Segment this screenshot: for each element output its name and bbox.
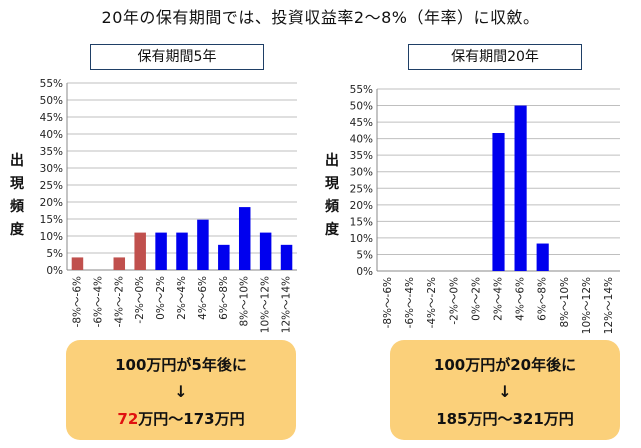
y-axis-label-char: 頻	[10, 199, 24, 215]
range-low-value: 72	[117, 410, 139, 428]
x-tick-label: 6%～8%	[537, 277, 549, 321]
x-tick-label: -8%～-6%	[382, 277, 394, 328]
x-tick-label: 0%～2%	[470, 277, 482, 321]
y-tick-label: 15%	[40, 214, 63, 226]
y-tick-label: 45%	[40, 112, 63, 124]
bar	[259, 232, 272, 270]
x-tick-label: 4%～6%	[515, 277, 527, 321]
y-tick-label: 0%	[356, 266, 373, 278]
bar	[176, 232, 188, 270]
bar	[197, 219, 209, 270]
x-tick-label: 8%～10%	[559, 277, 571, 328]
y-tick-label: 35%	[350, 150, 373, 162]
summary-line-5yr: 100万円が5年後に	[115, 356, 247, 374]
x-tick-label: 12%～14%	[281, 276, 293, 333]
range-rest: 万円～173万円	[138, 410, 245, 428]
y-axis-label-5yr: 出現頻度	[8, 150, 26, 242]
x-tick-label: 6%～8%	[218, 276, 230, 320]
x-tick-label: -6%～-4%	[92, 276, 104, 327]
x-tick-label: -4%～-2%	[113, 276, 125, 327]
y-tick-label: 20%	[350, 200, 373, 212]
summary-box-5yr: 100万円が5年後に ↓ 72万円～173万円	[66, 340, 296, 440]
down-arrow: ↓	[174, 382, 188, 401]
y-tick-label: 15%	[350, 216, 373, 228]
y-tick-label: 30%	[40, 163, 63, 175]
y-tick-label: 50%	[350, 101, 373, 113]
y-axis-label-char: 度	[325, 222, 339, 238]
summary-range-5yr: 72万円～173万円	[66, 408, 296, 429]
summary-range-20yr: 185万円～321万円	[436, 410, 574, 428]
y-tick-label: 40%	[40, 129, 63, 141]
y-tick-label: 40%	[350, 134, 373, 146]
x-tick-label: -8%～-6%	[71, 276, 83, 327]
x-tick-label: 2%～4%	[176, 276, 188, 320]
bar	[155, 232, 167, 270]
down-arrow: ↓	[498, 382, 512, 401]
y-axis-label-char: 度	[10, 222, 24, 238]
y-tick-label: 10%	[350, 233, 373, 245]
x-tick-label: 10%～12%	[260, 276, 272, 333]
x-tick-label: 0%～2%	[155, 276, 167, 320]
y-axis-label-20yr: 出現頻度	[323, 150, 341, 242]
summary-box-20yr: 100万円が20年後に ↓ 185万円～321万円	[390, 340, 620, 440]
y-tick-label: 5%	[46, 248, 63, 260]
chart-title-5yr: 保有期間5年	[90, 44, 264, 70]
x-tick-label: 8%～10%	[239, 276, 251, 327]
summary-line-20yr: 100万円が20年後に	[433, 356, 577, 374]
y-tick-label: 25%	[350, 183, 373, 195]
y-axis-label-char: 頻	[325, 199, 339, 215]
y-axis-label-char: 出	[325, 153, 339, 169]
y-tick-label: 30%	[350, 167, 373, 179]
bar	[492, 133, 505, 271]
page-title: 20年の保有期間では、投資収益率2～8%（年率）に収斂。	[101, 8, 540, 27]
bar	[218, 244, 230, 270]
x-tick-label: -6%～-4%	[404, 277, 416, 328]
y-tick-label: 35%	[40, 146, 63, 158]
bar	[280, 244, 293, 270]
x-tick-label: 4%～6%	[197, 276, 209, 320]
y-axis-label-char: 出	[10, 153, 24, 169]
y-tick-label: 5%	[356, 249, 373, 261]
x-tick-label: -4%～-2%	[426, 277, 438, 328]
y-tick-label: 25%	[40, 180, 63, 192]
bar	[134, 232, 146, 270]
x-tick-label: -2%～0%	[134, 276, 146, 324]
y-tick-label: 55%	[350, 84, 373, 96]
bar	[238, 207, 251, 270]
bar	[536, 243, 549, 271]
y-tick-label: 10%	[40, 231, 63, 243]
y-tick-label: 50%	[40, 95, 63, 107]
bar	[514, 105, 527, 271]
x-tick-label: 10%～12%	[581, 277, 593, 334]
x-tick-label: -2%～0%	[448, 277, 460, 325]
bar	[71, 257, 84, 270]
y-tick-label: 20%	[40, 197, 63, 209]
x-tick-label: 2%～4%	[493, 277, 505, 321]
y-axis-label-char: 現	[10, 176, 24, 192]
x-tick-label: 12%～14%	[603, 277, 615, 334]
y-tick-label: 0%	[46, 265, 63, 277]
chart-title-20yr: 保有期間20年	[408, 44, 582, 70]
y-tick-label: 55%	[40, 78, 63, 90]
y-tick-label: 45%	[350, 117, 373, 129]
bar	[113, 257, 126, 270]
y-axis-label-char: 現	[325, 176, 339, 192]
